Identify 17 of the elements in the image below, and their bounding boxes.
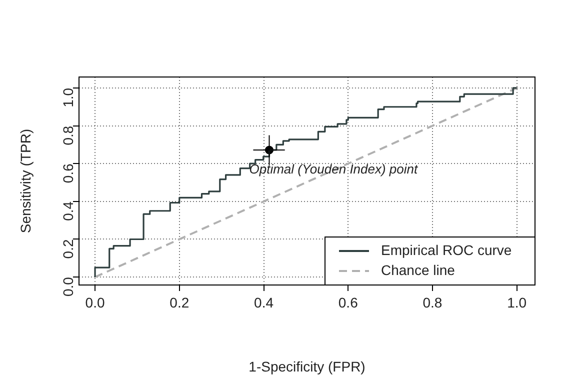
y-axis-title: Sensitivity (TPR) (17, 128, 34, 234)
y-tick-label: 0.0 (60, 276, 76, 297)
y-tick-label: 0.2 (60, 239, 76, 259)
y-tick-label: 0.8 (60, 126, 76, 146)
x-tick-label: 0.6 (338, 294, 358, 310)
x-tick-label: 0.0 (85, 294, 105, 310)
x-tick-label: 0.4 (254, 294, 274, 310)
x-tick-label: 0.8 (422, 294, 442, 310)
y-tick-label: 0.4 (60, 201, 76, 221)
y-tick-label: 1.0 (60, 88, 76, 108)
y-tick-label: 0.6 (60, 163, 76, 184)
legend-label: Empirical ROC curve (381, 242, 512, 258)
x-axis-title: 1-Specificity (FPR) (248, 358, 366, 374)
legend-label: Chance line (381, 262, 456, 278)
x-tick-label: 1.0 (507, 294, 527, 310)
x-tick-label: 0.2 (170, 294, 190, 310)
annotation: Optimal (Youden Index) point (249, 162, 420, 177)
